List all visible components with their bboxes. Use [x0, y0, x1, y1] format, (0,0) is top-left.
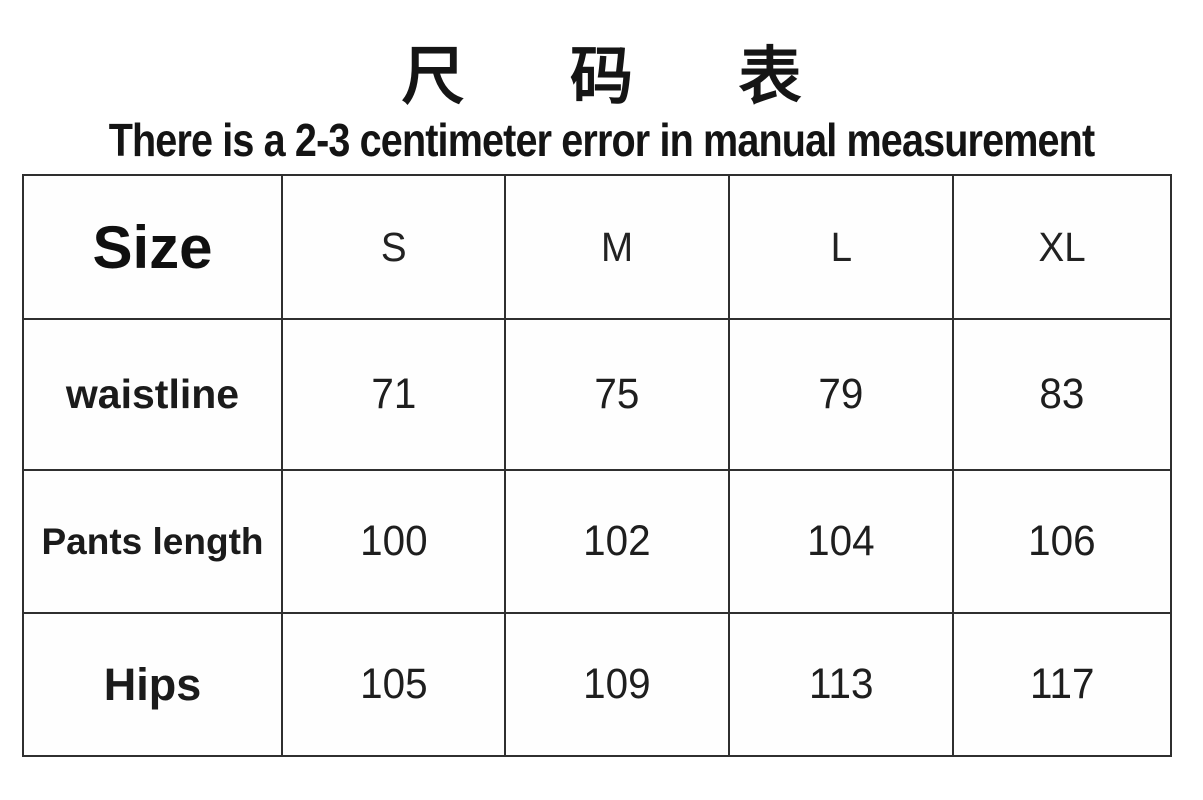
page-title: 尺 码 表: [401, 42, 802, 112]
row-label-waistline: waistline: [22, 318, 283, 471]
hips-xl-cell: 117: [952, 612, 1172, 757]
row-label-pants-length: Pants length: [22, 469, 283, 614]
header-cell-m: M: [504, 174, 730, 320]
waistline-s-value: 71: [371, 370, 416, 418]
table-row-hips: Hips 105 109 113 117: [22, 612, 1172, 757]
hips-xl-value: 117: [1029, 660, 1095, 708]
hips-m-cell: 109: [504, 612, 730, 757]
pants-length-l-value: 104: [807, 517, 875, 565]
pants-length-s-cell: 100: [281, 469, 506, 614]
pants-length-s-value: 100: [359, 517, 428, 565]
waistline-xl-value: 83: [1039, 370, 1085, 418]
hips-m-value: 109: [583, 660, 651, 708]
hips-l-value: 113: [808, 660, 874, 708]
waistline-l-cell: 79: [728, 318, 954, 471]
header-cell-l: L: [728, 174, 954, 320]
table-row-waistline: waistline 71 75 79 83: [22, 318, 1172, 471]
waistline-xl-cell: 83: [952, 318, 1172, 471]
pants-length-m-cell: 102: [504, 469, 730, 614]
header-label-s: S: [380, 223, 407, 270]
waistline-s-cell: 71: [281, 318, 506, 471]
pants-length-m-value: 102: [583, 517, 651, 565]
hips-l-cell: 113: [728, 612, 954, 757]
measurement-disclaimer: There is a 2-3 centimeter error in manua…: [108, 114, 1095, 166]
hips-s-cell: 105: [281, 612, 506, 757]
pants-length-xl-cell: 106: [952, 469, 1172, 614]
table-header-row: Size S M L XL: [22, 174, 1172, 320]
pants-length-xl-value: 106: [1028, 517, 1096, 565]
header-cell-xl: XL: [952, 174, 1172, 320]
size-chart-page: 尺 码 表 There is a 2-3 centimeter error in…: [0, 46, 1203, 800]
header-label-m: M: [600, 223, 634, 270]
header-cell-s: S: [281, 174, 506, 320]
table-row-pants-length: Pants length 100 102 104 106: [22, 469, 1172, 614]
header-label-xl: XL: [1038, 223, 1086, 270]
waistline-m-value: 75: [594, 370, 640, 418]
header-cell-size: Size: [22, 174, 283, 320]
waistline-m-cell: 75: [504, 318, 730, 471]
pants-length-l-cell: 104: [728, 469, 954, 614]
row-label-hips: Hips: [22, 612, 283, 757]
size-table: Size S M L XL waistline 71 75 79 83 Pant…: [22, 174, 1172, 757]
waistline-l-value: 79: [818, 370, 864, 418]
header-label-l: L: [830, 223, 852, 270]
disclaimer-row: There is a 2-3 centimeter error in manua…: [0, 117, 1203, 163]
hips-s-value: 105: [359, 660, 428, 708]
